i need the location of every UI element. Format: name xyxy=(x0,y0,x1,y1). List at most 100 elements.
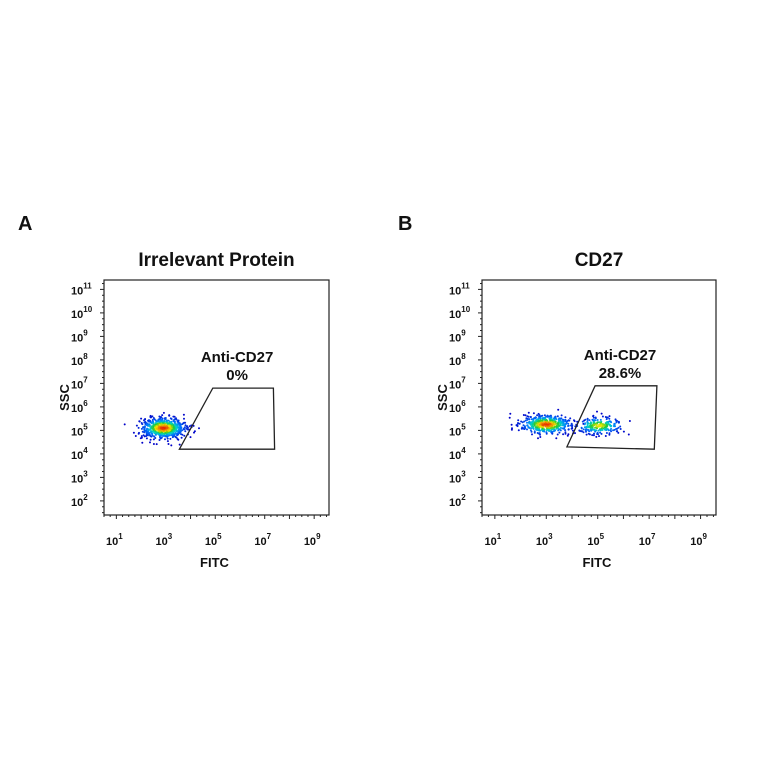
event-dot xyxy=(530,430,533,433)
event-dot xyxy=(592,415,595,418)
event-dot xyxy=(151,415,154,418)
event-dot xyxy=(166,421,168,424)
x-tick-exponent: 5 xyxy=(217,532,222,541)
event-dot xyxy=(158,430,161,433)
event-dot xyxy=(617,421,620,424)
event-dot xyxy=(180,423,182,426)
y-tick-label: 103 xyxy=(71,469,88,485)
event-dot xyxy=(186,426,189,429)
event-dot xyxy=(175,427,178,430)
event-dot xyxy=(180,426,183,429)
event-dot xyxy=(548,417,551,420)
event-dot xyxy=(573,419,575,422)
gate-name: Anti-CD27 xyxy=(584,347,657,364)
event-dot xyxy=(547,425,550,428)
event-dot xyxy=(593,419,596,422)
event-dot xyxy=(527,426,530,428)
y-tick-label: 106 xyxy=(71,399,88,415)
event-dot xyxy=(532,427,535,430)
event-dot xyxy=(158,439,161,441)
event-dot xyxy=(541,414,544,417)
event-dot xyxy=(170,431,173,434)
event-dot xyxy=(141,441,144,444)
event-dot xyxy=(543,430,546,433)
event-dot xyxy=(522,424,525,427)
event-dot xyxy=(140,427,143,430)
x-tick-label: 109 xyxy=(690,532,707,548)
event-dot xyxy=(564,431,567,434)
event-dot xyxy=(590,422,593,425)
event-dot xyxy=(545,425,548,428)
event-dot xyxy=(532,425,535,428)
event-dot xyxy=(168,434,171,437)
event-dot xyxy=(510,428,513,431)
event-dot xyxy=(173,420,176,423)
event-dot xyxy=(596,410,598,413)
event-dot xyxy=(184,430,187,433)
event-dot xyxy=(557,418,560,421)
event-dot xyxy=(603,424,606,426)
event-dot xyxy=(571,424,574,427)
event-dot xyxy=(567,424,570,427)
event-dot xyxy=(149,416,152,419)
y-tick-label: 1010 xyxy=(71,305,93,321)
event-dot xyxy=(544,417,547,420)
y-tick-label: 109 xyxy=(449,328,466,344)
x-tick-label: 103 xyxy=(155,532,172,548)
event-dot xyxy=(619,425,622,428)
event-dot xyxy=(598,428,601,431)
event-dot xyxy=(605,418,608,421)
event-dot xyxy=(132,431,135,434)
event-dot xyxy=(516,424,519,426)
event-dot xyxy=(615,428,618,430)
event-dot xyxy=(550,428,553,431)
event-dot xyxy=(586,418,589,421)
event-dot xyxy=(596,419,599,421)
event-dot xyxy=(173,415,176,418)
y-tick-exponent: 8 xyxy=(83,352,88,361)
y-tick-label: 107 xyxy=(449,375,466,391)
event-dot xyxy=(178,443,181,446)
event-dot xyxy=(524,427,527,430)
event-dot xyxy=(598,423,601,426)
event-dot xyxy=(163,434,166,437)
event-dot xyxy=(578,429,581,432)
event-dot xyxy=(539,419,542,422)
y-tick-exponent: 7 xyxy=(461,375,466,384)
event-dot xyxy=(143,435,146,438)
event-dot xyxy=(593,432,595,435)
y-tick-exponent: 7 xyxy=(83,375,88,384)
event-dot xyxy=(547,423,550,426)
event-dot xyxy=(161,420,164,423)
x-tick-label: 105 xyxy=(205,532,222,548)
event-dot xyxy=(528,418,531,421)
x-tick-exponent: 9 xyxy=(316,532,321,541)
y-tick-exponent: 4 xyxy=(461,446,466,455)
event-dot xyxy=(593,424,596,427)
event-dot xyxy=(167,443,170,445)
event-dot xyxy=(145,435,148,437)
event-dot xyxy=(564,416,567,419)
y-tick-exponent: 3 xyxy=(461,469,466,478)
y-tick-exponent: 6 xyxy=(461,399,466,408)
y-tick-exponent: 9 xyxy=(83,328,88,337)
event-dot xyxy=(628,420,631,422)
event-dot xyxy=(556,433,559,436)
event-dot xyxy=(604,435,607,437)
event-dot xyxy=(151,426,154,429)
event-dot xyxy=(584,429,587,432)
event-dot xyxy=(169,417,172,420)
event-dot xyxy=(605,427,608,430)
event-dot xyxy=(154,421,157,424)
event-dot xyxy=(170,425,173,428)
event-dot xyxy=(562,424,565,426)
event-dot xyxy=(526,421,528,424)
event-dot xyxy=(548,429,550,431)
event-dot xyxy=(585,433,588,436)
event-dot xyxy=(538,432,541,435)
event-dot xyxy=(166,435,168,438)
y-tick-exponent: 4 xyxy=(83,446,88,455)
event-dot xyxy=(178,431,181,434)
event-dot xyxy=(549,423,552,425)
event-dot xyxy=(606,421,609,424)
